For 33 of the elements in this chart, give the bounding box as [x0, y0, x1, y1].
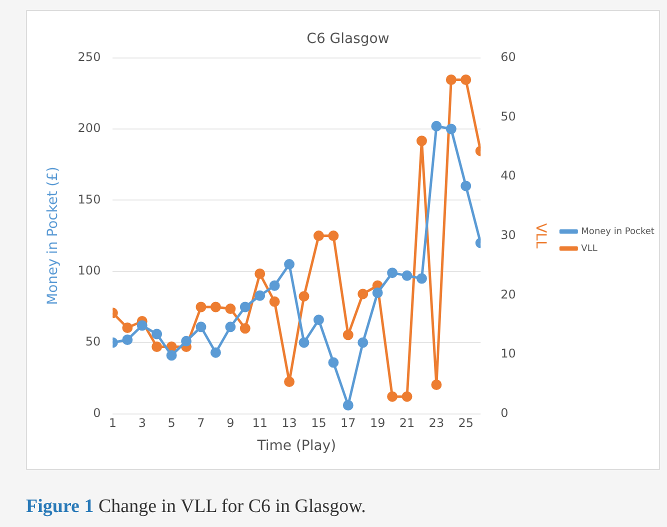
y-tick-label: 50: [85, 334, 101, 349]
x-tick-label: 23: [428, 416, 444, 430]
x-tick-label: 3: [138, 416, 146, 430]
x-tick-label: 11: [252, 416, 268, 430]
y2-tick-label: 60: [500, 50, 516, 64]
y2-tick-label: 20: [500, 287, 516, 302]
x-tick-label: 25: [458, 416, 474, 430]
chart-title: C6 Glasgow: [306, 31, 390, 48]
legend-label: Money in Pocket: [581, 226, 655, 237]
y-tick-label: 250: [78, 50, 101, 64]
y-axis-title: Money in Pocket (£): [45, 166, 62, 305]
y2-tick-label: 40: [500, 168, 516, 183]
y-tick-label: 150: [78, 192, 101, 206]
y-tick-label: 0: [93, 406, 101, 420]
x-tick-label: 9: [226, 416, 234, 430]
x-axis-title: Time (Play): [256, 438, 336, 454]
legend-label: VLL: [581, 244, 598, 254]
x-tick-label: 13: [282, 416, 297, 430]
x-tick-label: 15: [311, 416, 326, 430]
x-tick-label: 1: [108, 416, 117, 430]
x-tick-label: 21: [399, 416, 415, 430]
x-tick-label: 5: [168, 416, 176, 430]
y2-tick-label: 50: [500, 109, 516, 124]
y-tick-label: 200: [78, 121, 101, 136]
x-tick-label: 17: [340, 416, 356, 430]
x-tick-label: 19: [370, 416, 386, 430]
y2-axis-title: VLL: [532, 223, 549, 249]
y2-tick-label: 10: [500, 346, 516, 361]
y-tick-label: 100: [78, 264, 101, 278]
caption: Figure 1 Change in VLL for C6 in Glasgow.: [26, 496, 366, 518]
y2-tick-label: 30: [500, 228, 516, 242]
y2-tick-label: 0: [500, 406, 508, 420]
x-tick-label: 7: [197, 416, 205, 430]
